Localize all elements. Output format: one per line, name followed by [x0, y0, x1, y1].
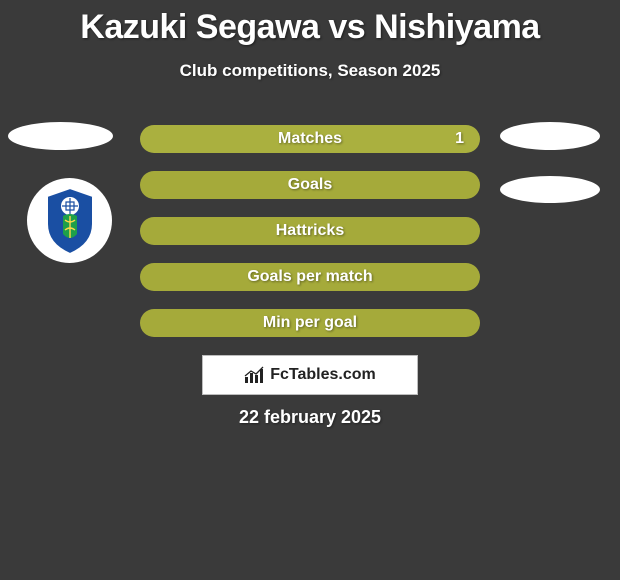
subtitle: Club competitions, Season 2025 — [0, 61, 620, 81]
stat-label: Goals per match — [247, 268, 372, 286]
club-badge — [27, 178, 112, 263]
player-right-ellipse-1 — [500, 122, 600, 150]
stat-bar: Hattricks — [140, 217, 480, 245]
stat-row-goals: Goals — [140, 171, 480, 199]
player-left-ellipse — [8, 122, 113, 150]
date-text: 22 february 2025 — [0, 407, 620, 428]
stat-bar: Matches 1 — [140, 125, 480, 153]
stat-label: Hattricks — [276, 222, 344, 240]
stat-bar: Goals — [140, 171, 480, 199]
player-right-ellipse-2 — [500, 176, 600, 203]
page-title: Kazuki Segawa vs Nishiyama — [0, 0, 620, 47]
stat-label: Min per goal — [263, 314, 357, 332]
source-logo-label: FcTables.com — [270, 366, 376, 384]
club-badge-icon — [41, 186, 99, 256]
stat-row-matches: Matches 1 — [140, 125, 480, 153]
stat-row-hattricks: Hattricks — [140, 217, 480, 245]
stat-row-min-per-goal: Min per goal — [140, 309, 480, 337]
stat-value-right: 1 — [455, 130, 464, 148]
source-logo-text: FcTables.com — [244, 366, 376, 384]
stat-label: Matches — [278, 130, 342, 148]
stat-row-goals-per-match: Goals per match — [140, 263, 480, 291]
stat-label: Goals — [288, 176, 332, 194]
bar-chart-icon — [244, 366, 266, 384]
stat-bar: Min per goal — [140, 309, 480, 337]
stat-bar: Goals per match — [140, 263, 480, 291]
source-logo: FcTables.com — [202, 355, 418, 395]
stats-container: Matches 1 Goals Hattricks Goals per matc… — [140, 125, 480, 355]
